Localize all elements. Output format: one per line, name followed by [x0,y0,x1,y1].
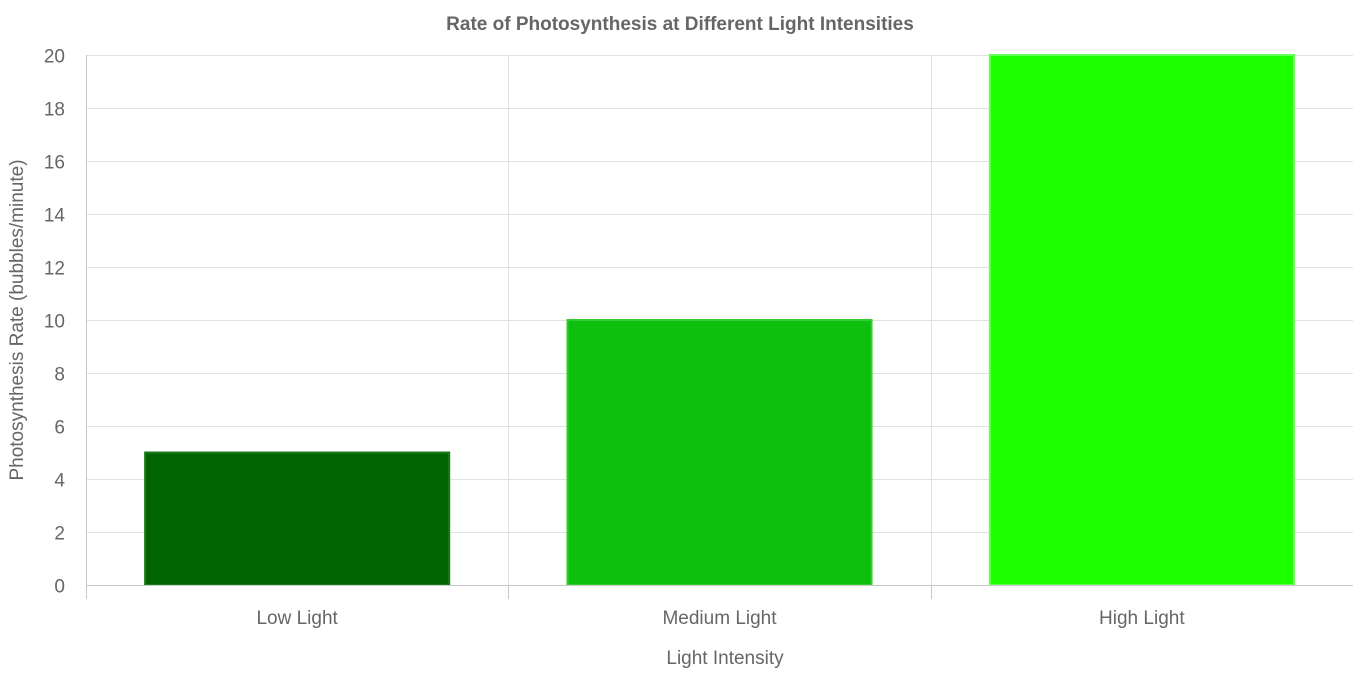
y-tick-labels: 0 2 4 6 8 10 12 14 16 18 20 [44,47,66,598]
y-tick-label: 8 [54,365,65,386]
bar[interactable] [566,319,873,586]
x-tick-label: Low Light [256,608,338,629]
y-tick-label: 2 [54,524,65,545]
bars [144,54,1295,586]
y-tick-label: 20 [44,47,65,68]
y-tick-label: 0 [54,577,65,598]
x-tick-label: Medium Light [662,608,777,629]
x-tick-label: High Light [1099,608,1185,629]
y-tick-label: 14 [44,206,66,227]
y-tick-label: 16 [44,153,65,174]
y-tick-label: 12 [44,259,65,280]
y-tick-label: 6 [54,418,65,439]
bar[interactable] [988,54,1295,586]
x-axis-label: Light Intensity [666,648,784,669]
axes [86,55,1353,599]
y-axis-label: Photosynthesis Rate (bubbles/minute) [7,159,28,480]
chart-title: Rate of Photosynthesis at Different Ligh… [446,14,914,35]
x-tick-labels: Low Light Medium Light High Light [256,608,1185,629]
y-tick-label: 4 [54,471,65,492]
y-tick-label: 10 [44,312,65,333]
y-tick-label: 18 [44,100,65,121]
bar[interactable] [144,451,451,586]
